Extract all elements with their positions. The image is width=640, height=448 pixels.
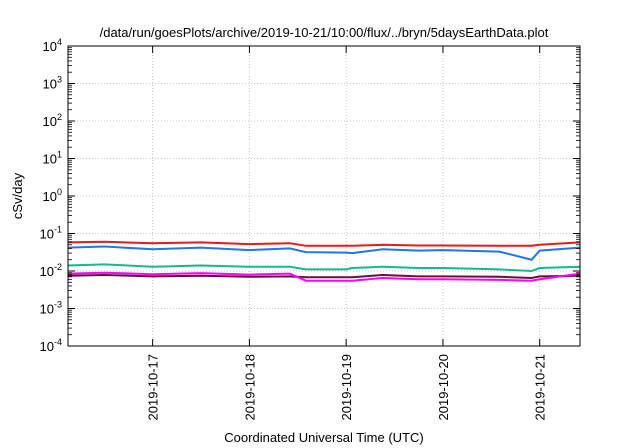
series-line-1: [67, 240, 581, 247]
y-axis-label: cSv/day: [10, 172, 25, 219]
x-tick-label: 2019-10-19: [339, 354, 354, 421]
x-tick-label: 2019-10-18: [242, 354, 257, 421]
y-tick-label: 100: [43, 187, 62, 204]
ticks: 10-4 10-3 10-2 10-1 100 101 102 103 104 2019-10-1…: [40, 37, 580, 421]
chart-title: /data/run/goesPlots/archive/2019-10-21/1…: [100, 25, 549, 40]
y-tick-label: 10-1: [40, 225, 62, 242]
series-line-2: [67, 245, 581, 261]
x-tick-label: 2019-10-21: [533, 354, 548, 421]
series-line-4: [67, 273, 581, 280]
x-tick-label: 2019-10-17: [146, 354, 161, 421]
y-tick-label: 10-4: [40, 337, 62, 354]
grid: [68, 46, 580, 346]
series-line-5: [67, 271, 581, 282]
series-line-3: [67, 263, 581, 273]
series-layer: [67, 240, 581, 282]
y-tick-label: 103: [43, 75, 62, 92]
y-tick-label: 104: [43, 37, 62, 54]
y-tick-label: 101: [43, 150, 62, 167]
y-tick-label: 102: [43, 112, 62, 129]
y-tick-label: 10-2: [40, 262, 62, 279]
y-tick-label: 10-3: [40, 300, 62, 317]
x-tick-label: 2019-10-20: [436, 354, 451, 421]
x-axis-label: Coordinated Universal Time (UTC): [224, 430, 423, 445]
